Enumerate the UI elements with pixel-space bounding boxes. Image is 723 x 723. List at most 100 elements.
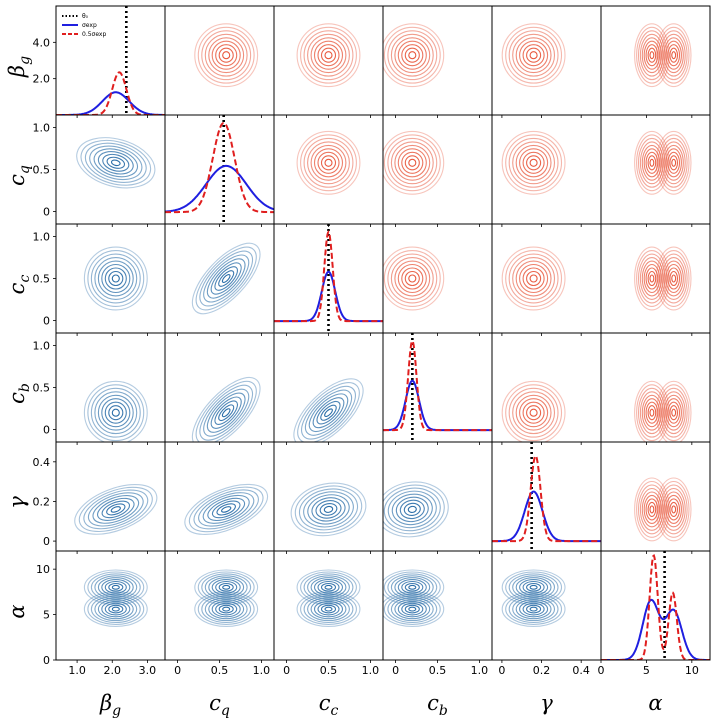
contour-line	[649, 274, 655, 283]
contour-line	[669, 155, 679, 171]
contour-line	[101, 579, 131, 596]
panel-beta_g-vs-c_c	[53, 223, 166, 336]
contour-line	[201, 30, 252, 81]
contour-line	[401, 267, 424, 290]
contour-line	[383, 23, 445, 88]
panel-frame	[273, 5, 384, 116]
contour-line	[404, 604, 420, 614]
contour-line	[211, 579, 241, 596]
contour-line	[515, 260, 552, 297]
contour-line	[512, 33, 556, 77]
contour-line	[669, 405, 679, 421]
xlabel-c_b: cb	[427, 691, 448, 719]
ytick-gamma: 0.2	[33, 495, 51, 508]
contour-line	[397, 579, 427, 596]
contour-line	[108, 270, 124, 287]
contour-line	[655, 246, 692, 311]
contour-line	[216, 503, 236, 516]
xlabel-alpha: α	[648, 691, 662, 715]
ylabel-alpha: α	[5, 604, 29, 618]
half-sigma-exp-curve	[56, 71, 165, 115]
contour-line	[301, 385, 356, 440]
contour-line	[408, 606, 417, 612]
contour-line	[208, 577, 245, 598]
contour-line	[296, 130, 361, 195]
contour-line	[313, 600, 344, 618]
contour-line	[512, 575, 556, 600]
contour-line	[665, 40, 682, 70]
contour-line	[671, 158, 677, 167]
contour-line	[108, 405, 124, 421]
contour-line	[108, 582, 124, 592]
contour-line	[317, 602, 340, 616]
contour-line	[300, 26, 357, 84]
contour-line	[508, 595, 559, 624]
ytick-alpha: 5	[43, 609, 50, 622]
contour-line	[383, 26, 441, 84]
contour-line	[83, 489, 149, 530]
contour-line	[215, 602, 238, 616]
contour-line	[649, 51, 655, 60]
contour-line	[312, 397, 345, 429]
sigma-exp-curve	[165, 164, 274, 213]
contour-line	[404, 155, 420, 171]
contour-line	[383, 487, 441, 532]
contour-line	[294, 485, 363, 534]
legend: θ₀ σexp 0.5σexp	[62, 13, 106, 38]
contour-line	[383, 569, 445, 606]
half-sigma-exp-curve	[601, 554, 710, 660]
contour-line	[659, 387, 688, 438]
contour-line	[214, 266, 239, 291]
contour-line	[215, 580, 238, 594]
panel-frame	[55, 550, 166, 661]
contour-line	[667, 498, 681, 521]
contour-line	[90, 253, 141, 304]
contour-line	[87, 492, 144, 527]
contour-line	[87, 593, 145, 625]
contour-line	[661, 257, 686, 300]
contour-line	[104, 602, 127, 616]
contour-line	[505, 26, 563, 84]
contour-line	[313, 148, 344, 178]
contour-line	[194, 23, 259, 88]
xtick-gamma: 0	[498, 664, 505, 677]
contour-line	[221, 506, 232, 513]
contour-line	[526, 405, 542, 421]
xlabel-beta_g: βg	[99, 691, 121, 719]
contour-line	[106, 503, 126, 516]
contour-line	[526, 604, 542, 614]
xtick-gamma: 0.4	[572, 664, 590, 677]
contour-line	[639, 391, 664, 435]
contour-line	[387, 137, 438, 188]
panel-c_c-vs-c_b	[273, 332, 384, 445]
contour-line	[210, 396, 242, 429]
contour-line	[313, 40, 344, 70]
xtick-c_c: 0.5	[320, 664, 338, 677]
xtick-beta_g: 1.0	[68, 664, 86, 677]
contour-line	[390, 597, 434, 622]
xtick-c_b: 0	[392, 664, 399, 677]
contour-line	[383, 130, 445, 195]
contour-line	[197, 26, 255, 84]
contour-line	[408, 274, 417, 283]
contour-line	[110, 506, 121, 513]
contour-line	[645, 401, 659, 424]
contour-line	[94, 597, 138, 622]
ylabel-beta_g: βg	[5, 56, 33, 78]
contour-line	[104, 401, 127, 424]
contour-line	[387, 490, 437, 529]
contour-line	[501, 569, 566, 606]
contour-line	[110, 159, 121, 167]
xtick-c_c: 1.0	[362, 664, 380, 677]
contour-line	[647, 270, 657, 287]
contour-line	[208, 598, 245, 620]
contour-line	[404, 582, 420, 592]
contour-line	[307, 33, 350, 77]
contour-line	[661, 33, 686, 77]
contour-line	[663, 260, 684, 297]
contour-line	[111, 606, 120, 612]
contour-line	[218, 604, 234, 614]
contour-line	[526, 155, 542, 171]
contour-line	[84, 142, 147, 183]
contour-line	[92, 495, 140, 524]
